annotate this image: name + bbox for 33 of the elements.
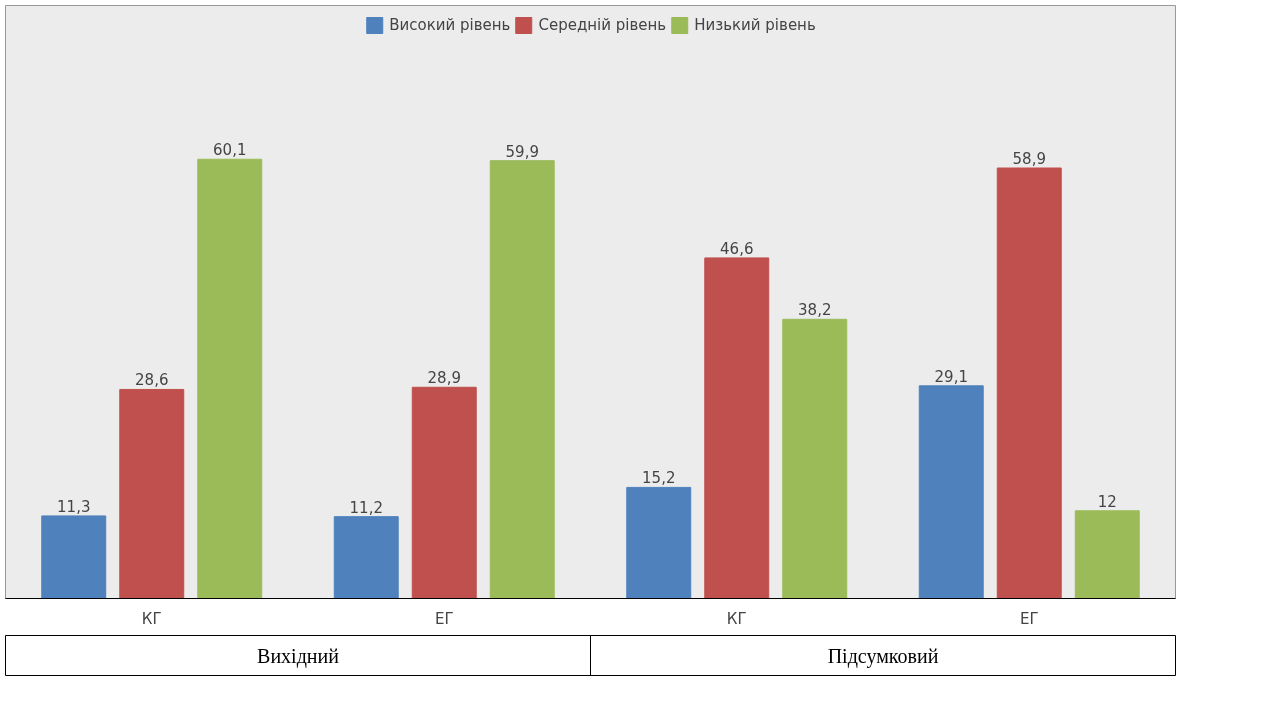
bar: [626, 486, 692, 599]
data-label: 28,6: [135, 371, 169, 390]
text: Вихідний: [257, 644, 340, 668]
legend-label: Середній рівень: [538, 16, 667, 34]
data-label: 38,2: [798, 301, 832, 320]
bar: [489, 160, 555, 599]
bar: [918, 385, 984, 599]
data-label: 28,9: [427, 369, 461, 388]
legend-label: Низький рівень: [694, 16, 816, 34]
data-label: 60,1: [213, 141, 247, 160]
data-label: 46,6: [720, 239, 754, 258]
bar: [41, 515, 107, 599]
data-label: 58,9: [1012, 150, 1046, 169]
bar: [782, 318, 848, 599]
data-label: 11,3: [57, 497, 91, 516]
bar: [996, 167, 1062, 599]
text: Підсумковий: [827, 644, 939, 668]
data-label: 11,2: [349, 498, 383, 517]
bar: [411, 386, 477, 599]
x-tick-label: КГ: [726, 609, 747, 628]
data-label: 59,9: [505, 142, 539, 161]
bar: [119, 388, 185, 599]
data-label: 15,2: [642, 469, 676, 488]
data-label: 29,1: [934, 367, 968, 386]
bar: [1074, 510, 1140, 599]
bar: [197, 158, 263, 599]
x-tick-label: КГ: [141, 609, 162, 628]
legend-label: Високий рівень: [389, 16, 511, 34]
x-tick-label: ЕГ: [434, 609, 454, 628]
bar: [704, 257, 770, 599]
bar: [333, 516, 399, 599]
data-label: 12: [1097, 492, 1117, 511]
x-tick-label: ЕГ: [1019, 609, 1039, 628]
